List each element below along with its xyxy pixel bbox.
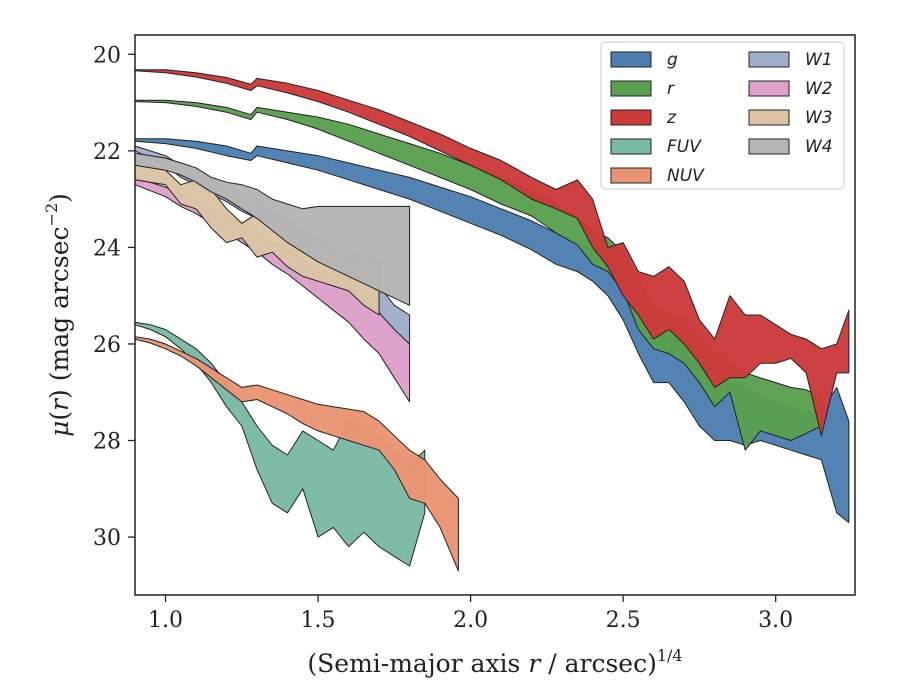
legend-label-g: g xyxy=(667,50,678,70)
x-axis-ticks: 1.0 1.5 2.0 2.5 3.0 xyxy=(148,595,793,633)
series-band-w3 xyxy=(134,160,380,316)
y-axis-title-end: ) xyxy=(45,193,74,203)
y-tick-label-1: 22 xyxy=(93,140,121,165)
y-tick-label-2: 24 xyxy=(93,236,121,261)
legend-swatch-w3 xyxy=(748,109,790,126)
legend-swatch-w2 xyxy=(748,80,790,97)
legend-label-fuv: FUV xyxy=(667,137,702,157)
y-axis-ticks: 20 22 24 26 28 30 xyxy=(93,43,135,551)
plot-areas xyxy=(134,69,850,572)
legend-swatch-fuv xyxy=(610,138,652,155)
x-axis-title: (Semi-major axis r / arcsec)1/4 xyxy=(307,646,682,678)
y-tick-label-4: 28 xyxy=(93,430,121,455)
plot-frame xyxy=(134,34,856,596)
y-axis-title-var: r xyxy=(45,397,74,411)
x-axis-title-sup: 1/4 xyxy=(657,646,683,665)
x-axis-title-suffix: / arcsec) xyxy=(540,649,657,678)
y-axis-title-close: ) xyxy=(45,389,74,399)
y-axis-title: μ(r) (mag arcsec−2) xyxy=(42,193,74,437)
series-band-w4 xyxy=(134,152,411,306)
legend-swatch-w4 xyxy=(748,138,790,155)
legend-swatch-w1 xyxy=(748,51,790,68)
x-tick-label-0: 1.0 xyxy=(148,608,183,633)
legend-swatch-g xyxy=(610,51,652,68)
x-axis-title-prefix: (Semi-major axis xyxy=(307,649,528,678)
legend-label-z: z xyxy=(666,108,677,128)
x-tick-label-1: 1.5 xyxy=(301,608,336,633)
legend-label-w2: W2 xyxy=(805,79,833,99)
legend-label-nuv: NUV xyxy=(667,166,705,186)
y-tick-label-5: 30 xyxy=(93,526,121,551)
x-axis-title-var: r xyxy=(528,649,542,678)
legend-label-w1: W1 xyxy=(805,50,833,70)
legend-label-w4: W4 xyxy=(805,137,833,157)
x-tick-label-2: 2.0 xyxy=(453,608,488,633)
x-tick-label-4: 3.0 xyxy=(758,608,793,633)
series-band-z xyxy=(134,69,850,437)
y-axis-title-unit: (mag arcsec xyxy=(45,226,74,389)
legend-label-r: r xyxy=(667,79,675,99)
y-tick-label-3: 26 xyxy=(93,333,121,358)
legend: grz FUV NUV W1 W2 W3 W4 xyxy=(600,41,845,190)
y-axis-title-open: ( xyxy=(45,411,74,421)
y-tick-label-0: 20 xyxy=(93,43,121,68)
series-band-g xyxy=(134,138,850,524)
legend-swatch-z xyxy=(610,109,652,126)
y-axis-title-mu: μ xyxy=(45,421,74,437)
y-axis-title-sup: −2 xyxy=(42,203,61,227)
legend-label-w3: W3 xyxy=(805,108,833,128)
x-tick-label-3: 2.5 xyxy=(606,608,641,633)
legend-swatch-r xyxy=(610,80,652,97)
series-band-nuv xyxy=(134,336,459,572)
legend-swatch-nuv xyxy=(610,167,652,184)
